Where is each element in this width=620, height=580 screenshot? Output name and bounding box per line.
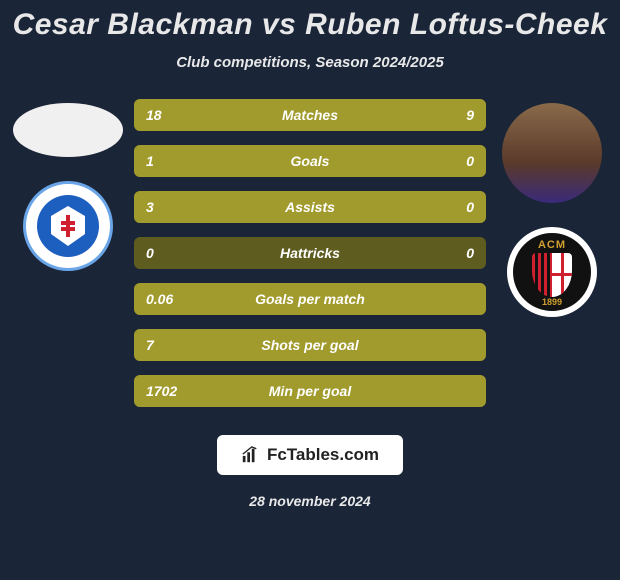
club2-crest: ACM 1899: [507, 227, 597, 317]
player2-avatar: [502, 103, 602, 203]
club2-stripes: [532, 253, 552, 297]
double-cross-icon: [61, 215, 75, 237]
stat-row: 1Goals0: [134, 145, 486, 177]
right-column: ACM 1899: [502, 99, 602, 317]
page-title: Cesar Blackman vs Ruben Loftus-Cheek: [0, 8, 620, 42]
stat-label: Min per goal: [134, 383, 486, 399]
stat-right-value: 9: [466, 107, 474, 123]
stat-label: Goals per match: [134, 291, 486, 307]
stat-label: Assists: [134, 199, 486, 215]
stat-label: Matches: [134, 107, 486, 123]
left-column: [18, 99, 118, 271]
stat-label: Goals: [134, 153, 486, 169]
comparison-bars: 18Matches91Goals03Assists00Hattricks00.0…: [134, 99, 486, 407]
club2-text: ACM: [538, 239, 566, 251]
footer: FcTables.com 28 november 2024: [0, 435, 620, 509]
stat-row: 1702Min per goal: [134, 375, 486, 407]
stat-right-value: 0: [466, 245, 474, 261]
stat-right-value: 0: [466, 199, 474, 215]
watermark-text: FcTables.com: [267, 445, 379, 465]
date-text: 28 november 2024: [249, 493, 370, 509]
club2-year: 1899: [542, 297, 562, 307]
stat-row: 0.06Goals per match: [134, 283, 486, 315]
player1-avatar: [13, 103, 123, 157]
club1-emblem: [51, 206, 85, 246]
club1-crest-inner: [37, 195, 99, 257]
stat-row: 0Hattricks0: [134, 237, 486, 269]
stat-label: Hattricks: [134, 245, 486, 261]
stat-right-value: 0: [466, 153, 474, 169]
stat-label: Shots per goal: [134, 337, 486, 353]
stat-row: 3Assists0: [134, 191, 486, 223]
club1-crest: [23, 181, 113, 271]
club2-cross-h: [552, 273, 572, 276]
club2-shield: [532, 253, 572, 297]
bar-chart-icon: [241, 446, 259, 464]
content-root: Cesar Blackman vs Ruben Loftus-Cheek Clu…: [0, 0, 620, 580]
watermark: FcTables.com: [217, 435, 403, 475]
stat-row: 18Matches9: [134, 99, 486, 131]
main-row: 18Matches91Goals03Assists00Hattricks00.0…: [0, 99, 620, 407]
stat-row: 7Shots per goal: [134, 329, 486, 361]
subtitle: Club competitions, Season 2024/2025: [0, 54, 620, 71]
